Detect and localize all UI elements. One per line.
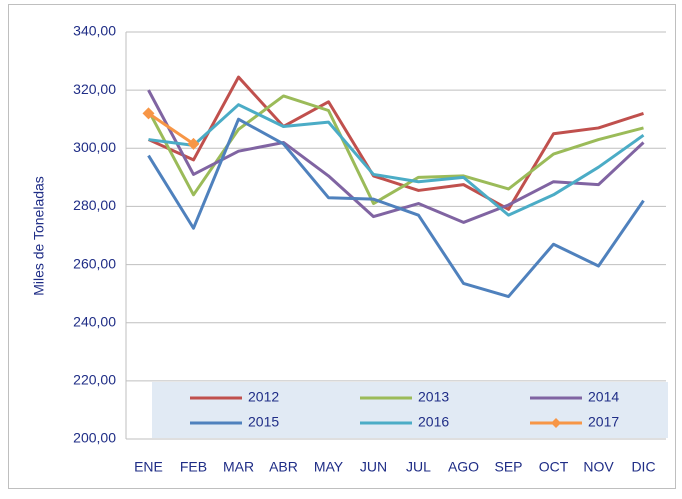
legend-label: 2012 [248, 389, 279, 405]
point-marker [142, 107, 155, 120]
legend-label: 2014 [588, 389, 619, 405]
x-tick-label: JUN [360, 459, 387, 475]
x-tick-label: JUL [406, 459, 431, 475]
series-line [148, 103, 645, 217]
x-tick-label: FEB [180, 459, 207, 475]
series-line [147, 89, 645, 224]
x-tick-label: NOV [583, 459, 614, 475]
y-axis-title: Miles de Toneladas [31, 176, 47, 296]
x-tick-label: DIC [631, 459, 655, 475]
series-line [147, 117, 645, 299]
point-marker [187, 137, 200, 150]
legend-box [152, 382, 668, 438]
y-tick-label: 280,00 [73, 197, 116, 213]
y-tick-label: 220,00 [73, 372, 116, 388]
y-tick-label: 240,00 [73, 313, 116, 329]
y-tick-label: 200,00 [73, 430, 116, 446]
x-tick-label: MAY [314, 459, 344, 475]
x-tick-label: ENE [134, 459, 163, 475]
x-tick-label: SEP [494, 459, 522, 475]
y-tick-label: 300,00 [73, 139, 116, 155]
x-tick-label: AGO [448, 459, 479, 475]
legend-marker [551, 418, 561, 428]
x-tick-label: ABR [269, 459, 298, 475]
y-tick-label: 320,00 [73, 81, 116, 97]
legend-label: 2016 [418, 414, 449, 430]
y-tick-label: 340,00 [73, 23, 116, 39]
legend-label: 2015 [248, 414, 279, 430]
series-line [147, 75, 644, 211]
legend-label: 2017 [588, 414, 619, 430]
legend-label: 2013 [418, 389, 449, 405]
x-tick-label: OCT [539, 459, 569, 475]
y-tick-label: 260,00 [73, 255, 116, 271]
x-tick-label: MAR [223, 459, 254, 475]
series-line [147, 112, 195, 146]
